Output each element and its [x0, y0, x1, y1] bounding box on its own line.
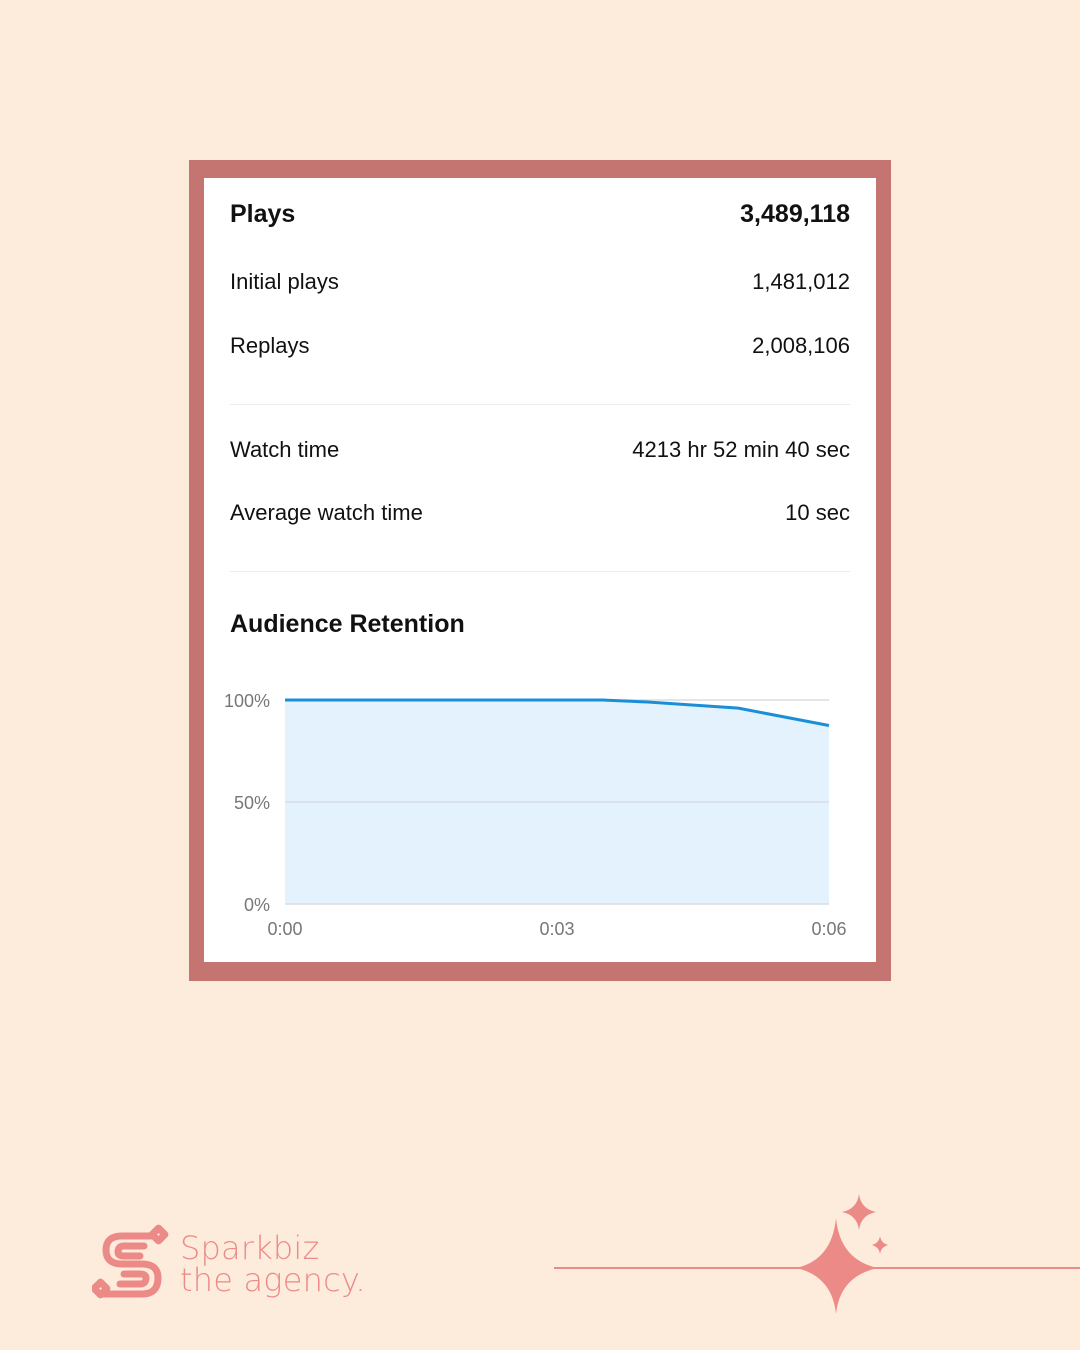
plays-value: 3,489,118 [740, 200, 850, 228]
avg-watch-time-value: 10 sec [785, 500, 850, 525]
brand-line-1: Sparkbiz [180, 1229, 320, 1267]
watch-time-row: Watch time 4213 hr 52 min 40 sec [230, 437, 850, 463]
watch-time-value: 4213 hr 52 min 40 sec [632, 437, 850, 462]
divider [230, 571, 850, 572]
x-tick-label: 0:00 [267, 919, 302, 939]
initial-plays-value: 1,481,012 [752, 269, 850, 294]
sparkle-icon [842, 1194, 876, 1230]
retention-chart: 0% 50% 100% 0:00 0:03 0:06 [224, 691, 847, 939]
plays-row: Plays 3,489,118 [230, 200, 850, 229]
watch-time-label: Watch time [230, 437, 340, 462]
y-tick-label: 100% [224, 691, 270, 711]
avg-watch-time-row: Average watch time 10 sec [230, 500, 850, 526]
brand-name: Sparkbiz the agency. [180, 1232, 366, 1296]
analytics-card: Plays 3,489,118 Initial plays 1,481,012 … [204, 178, 876, 962]
avg-watch-time-label: Average watch time [230, 500, 423, 525]
sparkle-icon [872, 1236, 888, 1254]
y-tick-label: 50% [234, 793, 270, 813]
retention-title: Audience Retention [230, 610, 465, 638]
replays-value: 2,008,106 [752, 333, 850, 358]
sparkle-decoration [554, 1194, 1080, 1314]
y-tick-label: 0% [244, 895, 270, 915]
sparkle-icon [796, 1218, 878, 1314]
x-tick-label: 0:03 [539, 919, 574, 939]
x-tick-label: 0:06 [811, 919, 846, 939]
replays-label: Replays [230, 333, 310, 358]
brand-line-2: the agency. [180, 1261, 366, 1299]
plays-label: Plays [230, 200, 296, 228]
replays-row: Replays 2,008,106 [230, 333, 850, 359]
sparkbiz-logo-icon [92, 1224, 169, 1299]
initial-plays-label: Initial plays [230, 269, 339, 294]
divider [230, 404, 850, 405]
retention-line [285, 698, 830, 727]
initial-plays-row: Initial plays 1,481,012 [230, 269, 850, 295]
